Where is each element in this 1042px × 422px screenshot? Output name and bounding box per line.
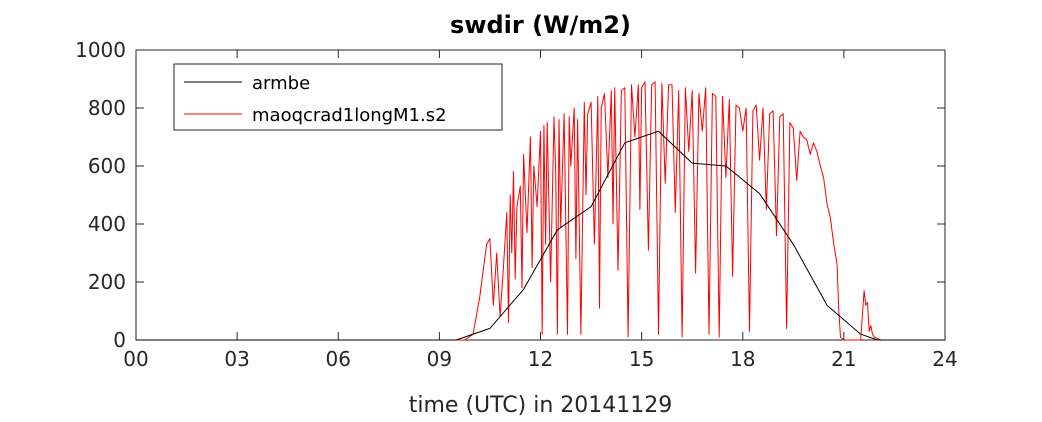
y-tick-label: 800 bbox=[88, 96, 126, 120]
y-tick-label: 600 bbox=[88, 154, 126, 178]
y-tick-label: 400 bbox=[88, 212, 126, 236]
x-tick-label: 21 bbox=[831, 347, 856, 371]
series-line-maoqcrad1longM1-s2 bbox=[136, 81, 945, 341]
legend: armbe maoqcrad1longM1.s2 bbox=[173, 63, 503, 131]
x-tick-label: 18 bbox=[730, 347, 755, 371]
legend-entry: armbe bbox=[252, 73, 310, 94]
chart-title: swdir (W/m2) bbox=[450, 11, 631, 39]
series-line-armbe bbox=[136, 130, 945, 341]
x-tick-label: 06 bbox=[326, 347, 351, 371]
legend-entry: maoqcrad1longM1.s2 bbox=[252, 105, 447, 126]
x-axis: 00 03 06 09 12 15 18 21 24 bbox=[123, 50, 958, 371]
x-tick-label: 24 bbox=[932, 347, 957, 371]
legend-box bbox=[173, 63, 503, 131]
x-tick-label: 12 bbox=[528, 347, 553, 371]
y-tick-label: 0 bbox=[113, 328, 126, 352]
x-tick-label: 00 bbox=[123, 347, 148, 371]
y-tick-label: 200 bbox=[88, 270, 126, 294]
series-layer bbox=[136, 81, 945, 341]
x-tick-label: 03 bbox=[224, 347, 249, 371]
x-axis-label: time (UTC) in 20141129 bbox=[409, 393, 673, 417]
x-tick-label: 09 bbox=[427, 347, 452, 371]
y-tick-label: 1000 bbox=[75, 38, 126, 62]
x-tick-label: 15 bbox=[629, 347, 654, 371]
y-axis: 0 200 400 600 800 1000 bbox=[75, 38, 945, 352]
